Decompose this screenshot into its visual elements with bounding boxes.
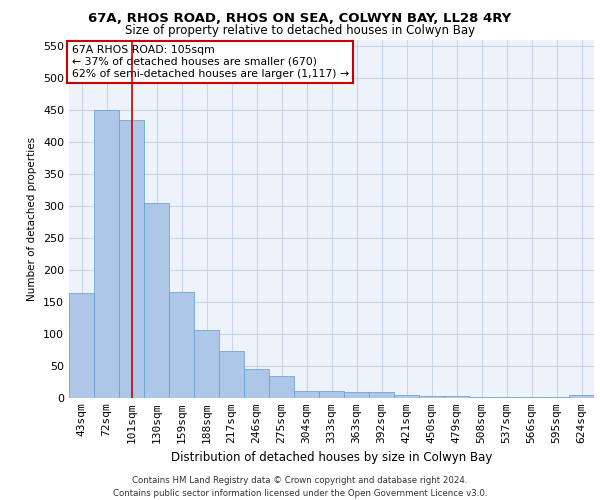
Bar bbox=[494, 397, 519, 398]
Bar bbox=[569, 395, 594, 398]
Bar bbox=[369, 392, 394, 398]
Y-axis label: Number of detached properties: Number of detached properties bbox=[28, 136, 37, 301]
Bar bbox=[269, 376, 294, 398]
Bar bbox=[119, 120, 144, 398]
Bar bbox=[94, 110, 119, 398]
Bar bbox=[219, 351, 244, 398]
Bar bbox=[294, 391, 319, 398]
Bar bbox=[444, 396, 469, 398]
X-axis label: Distribution of detached houses by size in Colwyn Bay: Distribution of detached houses by size … bbox=[171, 451, 492, 464]
Bar bbox=[469, 397, 494, 398]
Bar bbox=[419, 396, 444, 398]
Bar bbox=[344, 392, 369, 398]
Bar bbox=[69, 294, 94, 398]
Bar bbox=[169, 292, 194, 398]
Bar bbox=[244, 370, 269, 398]
Text: 67A, RHOS ROAD, RHOS ON SEA, COLWYN BAY, LL28 4RY: 67A, RHOS ROAD, RHOS ON SEA, COLWYN BAY,… bbox=[88, 12, 512, 26]
Bar bbox=[319, 391, 344, 398]
Bar bbox=[394, 395, 419, 398]
Bar bbox=[144, 203, 169, 398]
Bar bbox=[194, 330, 219, 398]
Bar bbox=[519, 397, 544, 398]
Text: 67A RHOS ROAD: 105sqm
← 37% of detached houses are smaller (670)
62% of semi-det: 67A RHOS ROAD: 105sqm ← 37% of detached … bbox=[71, 46, 349, 78]
Text: Contains HM Land Registry data © Crown copyright and database right 2024.
Contai: Contains HM Land Registry data © Crown c… bbox=[113, 476, 487, 498]
Text: Size of property relative to detached houses in Colwyn Bay: Size of property relative to detached ho… bbox=[125, 24, 475, 37]
Bar bbox=[544, 397, 569, 398]
